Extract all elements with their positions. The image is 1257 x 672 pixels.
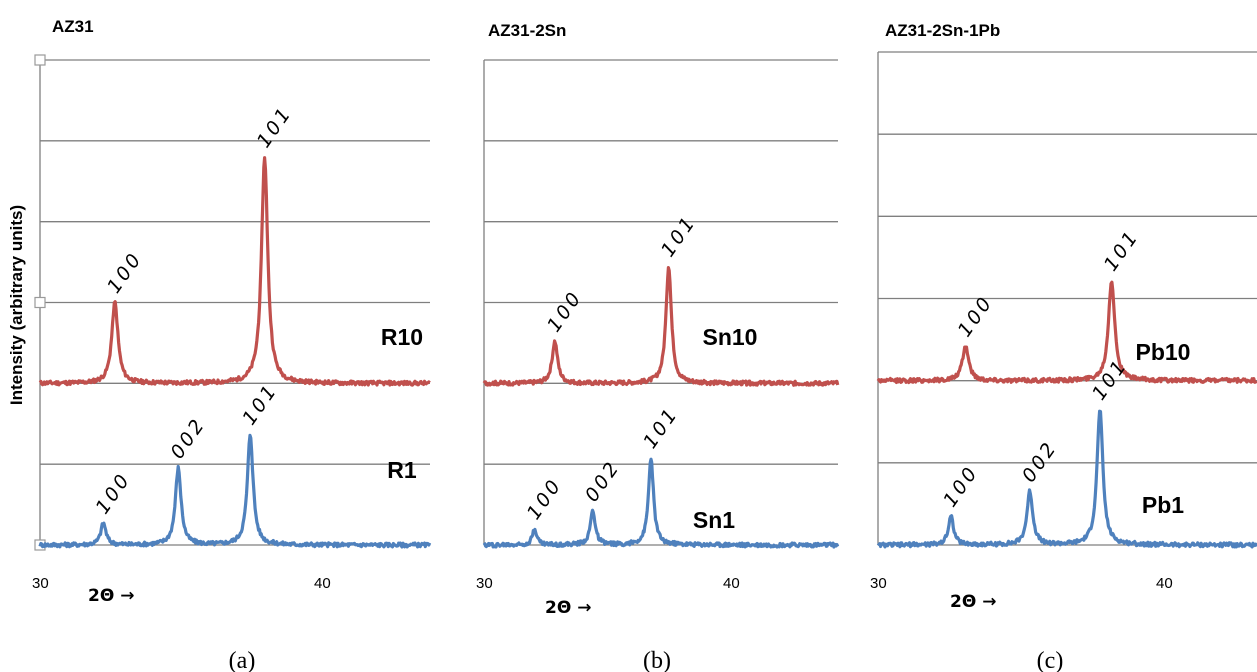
series-label: Pb10 bbox=[1136, 339, 1191, 365]
peak-label: 002 bbox=[166, 413, 210, 463]
series-line-Sn10 bbox=[482, 266, 840, 387]
peak-label: 101 bbox=[253, 102, 297, 152]
peak-label: 101 bbox=[657, 211, 701, 261]
x-tick-label: 40 bbox=[314, 575, 331, 592]
series-line-Sn1 bbox=[482, 457, 840, 549]
y-axis-label: Intensity (arbitrary units) bbox=[7, 205, 26, 405]
peak-label: 100 bbox=[543, 286, 587, 336]
panel-caption: (c) bbox=[1037, 648, 1064, 672]
series-line-R10 bbox=[38, 156, 431, 387]
panel-caption: (a) bbox=[229, 648, 256, 672]
x-tick-label: 40 bbox=[723, 575, 740, 592]
x-tick-label: 40 bbox=[1156, 575, 1173, 592]
panel-title: AZ31 bbox=[52, 17, 94, 36]
x-axis-label: 2Θ → bbox=[950, 592, 996, 612]
series-label: Sn1 bbox=[693, 507, 735, 533]
series-line-R1 bbox=[38, 433, 432, 549]
x-tick-label: 30 bbox=[870, 575, 887, 592]
selection-handle[interactable] bbox=[34, 54, 46, 66]
peak-label: 002 bbox=[1018, 437, 1062, 487]
peak-label: 100 bbox=[939, 461, 983, 511]
series-label: Pb1 bbox=[1142, 492, 1184, 518]
panels: AZ31 30 40 2Θ → (a) 100 101 R10 100 002 101 R1 AZ31-… bbox=[32, 17, 1257, 672]
series-label: R1 bbox=[387, 457, 417, 483]
series-label: Sn10 bbox=[703, 324, 758, 350]
peak-label: 100 bbox=[103, 248, 147, 298]
x-tick-label: 30 bbox=[476, 575, 493, 592]
panel-title: AZ31-2Sn-1Pb bbox=[885, 21, 1000, 40]
panel-1: AZ31 30 40 2Θ → (a) 100 101 R10 100 002 101 R1 bbox=[32, 17, 432, 672]
peak-label: 100 bbox=[91, 468, 135, 518]
x-axis-label: 2Θ → bbox=[545, 598, 591, 618]
peak-label: 100 bbox=[523, 474, 567, 524]
peak-label: 101 bbox=[238, 379, 282, 429]
x-tick-label: 30 bbox=[32, 575, 49, 592]
peak-label: 101 bbox=[1100, 226, 1144, 276]
x-axis-label: 2Θ → bbox=[88, 586, 134, 606]
series-label: R10 bbox=[381, 324, 423, 350]
selection-handle[interactable] bbox=[34, 296, 46, 309]
peak-label: 101 bbox=[639, 403, 683, 453]
panel-caption: (b) bbox=[643, 648, 671, 672]
panel-title: AZ31-2Sn bbox=[488, 21, 566, 40]
series-line-Pb10 bbox=[876, 280, 1257, 385]
series-line-Pb1 bbox=[876, 409, 1257, 549]
